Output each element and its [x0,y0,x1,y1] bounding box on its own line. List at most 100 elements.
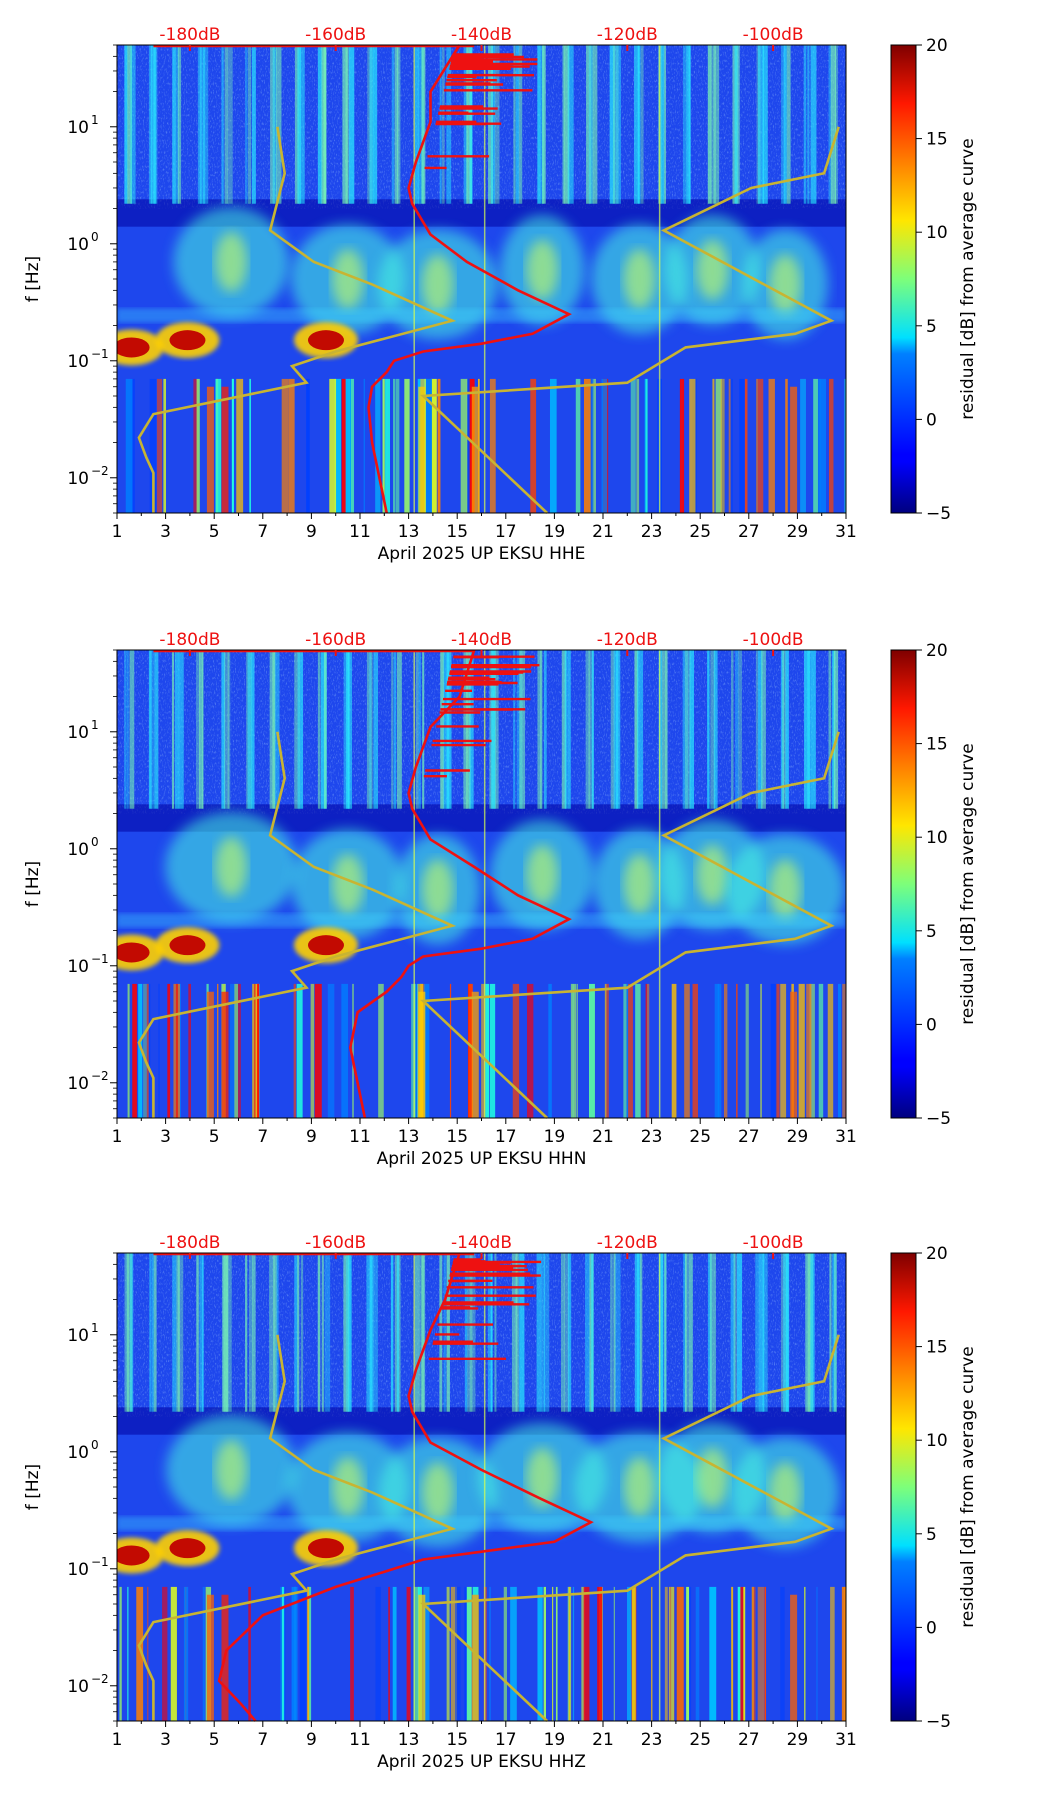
spectrogram-texture [117,45,846,513]
x-tick-label: 23 [641,1730,663,1750]
colorbar-gradient [890,44,917,514]
x-tick-label: 31 [835,1127,857,1147]
average-curve [153,1252,594,1722]
y-tick-exponent: 1 [91,718,99,732]
colorbar-gradient [890,1252,917,1722]
y-tick-label: 10 [67,235,89,255]
average-curve [153,649,572,1119]
y-tick-exponent: 0 [91,835,99,849]
y-tick-exponent: −2 [91,1069,109,1083]
colorbar: 20 15 10 5 0 −5 residual [dB] from average cur… [890,641,978,1129]
average-curve [153,44,572,514]
x-tick-label: 1 [112,1730,123,1750]
noise-model-lines [137,1334,840,1722]
average-curve-line [348,649,572,1119]
spectrogram-texture [117,1253,846,1721]
nhnm-curve [420,126,840,514]
top-db-label: -140dB [451,630,512,650]
x-tick-label: 25 [689,522,711,542]
y-tick-exponent: 0 [91,1438,99,1452]
noise-model-lines [137,126,840,514]
x-axis-label: April 2025 UP EKSU HHZ [377,1752,586,1772]
x-tick-label: 21 [592,522,614,542]
top-db-label: -100dB [743,1233,804,1253]
x-tick-label: 11 [349,522,371,542]
x-tick-label: 29 [787,522,809,542]
x-axis-label: April 2025 UP EKSU HHN [377,1149,587,1169]
colorbar-tick-label: 20 [926,1244,948,1264]
colorbar-label: residual [dB] from average curve [958,743,978,1024]
x-tick-label: 21 [592,1730,614,1750]
x-tick-label: 13 [398,522,420,542]
colorbar-label: residual [dB] from average curve [958,138,978,419]
x-tick-label: 25 [689,1127,711,1147]
colorbar-tick-label: −5 [926,1712,951,1732]
y-tick-exponent: 0 [91,230,99,244]
y-axis-label: f [Hz] [23,256,43,302]
nlnm-curve [137,126,457,513]
y-tick-label: 10 [67,957,89,977]
x-tick-label: 27 [738,1730,760,1750]
x-tick-label: 27 [738,522,760,542]
x-tick-label: 27 [738,1127,760,1147]
x-tick-label: 25 [689,1730,711,1750]
average-curve-spikes [423,655,540,778]
nlnm-curve [137,1334,457,1721]
x-tick-label: 5 [209,522,220,542]
colorbar-gradient [890,649,917,1119]
top-db-label: -180dB [159,1233,220,1253]
colorbar-tick-label: 5 [926,317,937,337]
y-tick-exponent: −2 [91,464,109,478]
x-tick-label: 15 [446,522,468,542]
y-tick-label: 10 [67,469,89,489]
top-db-label: -180dB [159,25,220,45]
y-tick-exponent: 1 [91,1321,99,1335]
x-tick-label: 31 [835,1730,857,1750]
x-tick-label: 19 [544,522,566,542]
colorbar-tick-label: 0 [926,1618,937,1638]
x-tick-label: 1 [112,1127,123,1147]
y-tick-exponent: −1 [91,1555,109,1569]
x-tick-label: 29 [787,1730,809,1750]
x-tick-label: 15 [446,1730,468,1750]
x-tick-label: 29 [787,1127,809,1147]
colorbar-tick-label: 20 [926,36,948,56]
x-tick-label: 13 [398,1127,420,1147]
x-tick-label: 13 [398,1730,420,1750]
x-tick-label: 7 [257,522,268,542]
x-tick-label: 9 [306,1730,317,1750]
x-tick-label: 19 [544,1730,566,1750]
y-tick-exponent: −1 [91,347,109,361]
colorbar-tick-label: 0 [926,1015,937,1035]
x-tick-label: 11 [349,1127,371,1147]
x-tick-label: 7 [257,1127,268,1147]
y-tick-label: 10 [67,1443,89,1463]
nlnm-curve [137,731,457,1118]
colorbar-tick-label: 0 [926,410,937,430]
x-tick-label: 7 [257,1730,268,1750]
y-tick-label: 10 [67,1326,89,1346]
y-tick-label: 10 [67,723,89,743]
colorbar-tick-label: 10 [926,1431,948,1451]
x-tick-label: 9 [306,1127,317,1147]
y-tick-label: 10 [67,1677,89,1697]
x-tick-label: 3 [160,1127,171,1147]
colorbar-tick-label: 15 [926,130,948,150]
x-tick-label: 17 [495,1730,517,1750]
x-tick-label: 5 [209,1730,220,1750]
top-db-label: -140dB [451,1233,512,1253]
y-tick-label: 10 [67,1074,89,1094]
y-axis-label: f [Hz] [23,861,43,907]
colorbar: 20 15 10 5 0 −5 residual [dB] from average cur… [890,36,978,524]
top-db-label: -100dB [743,25,804,45]
x-tick-label: 21 [592,1127,614,1147]
x-tick-label: 19 [544,1127,566,1147]
noise-model-lines [137,731,840,1119]
colorbar: 20 15 10 5 0 −5 residual [dB] from average cur… [890,1244,978,1732]
x-tick-label: 9 [306,522,317,542]
top-db-label: -160dB [305,25,366,45]
colorbar-tick-label: 20 [926,641,948,661]
top-db-label: -180dB [159,630,220,650]
